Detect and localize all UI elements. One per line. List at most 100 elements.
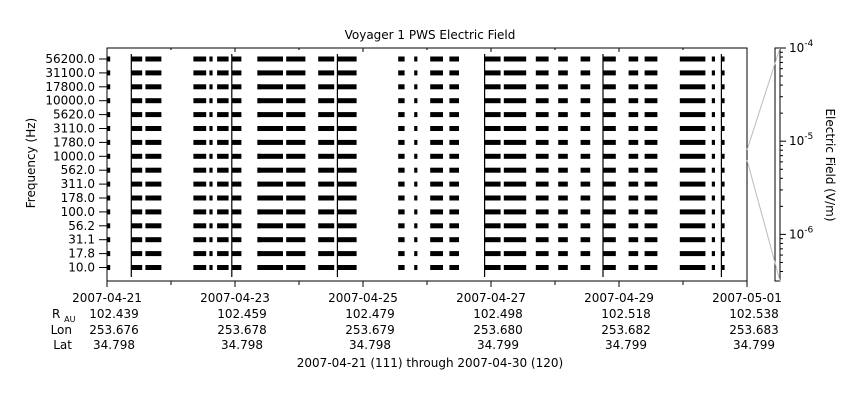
data-segment [721,237,725,243]
data-segment [145,153,162,159]
x-axis: 2007-04-21 2007-04-23 2007-04-25 2007-04-27… [72,48,782,305]
data-segment [145,251,162,257]
data-segment [503,209,527,215]
data-segment [231,209,242,215]
data-segment [430,237,443,243]
data-segment [414,70,418,76]
data-segment [257,265,283,270]
data-segment [337,139,357,145]
data-segment [484,237,501,243]
freq-label: 1000.0 [53,149,95,163]
data-segment [503,223,527,229]
data-segment [414,153,418,159]
x-tick-label: 2007-04-27 [456,291,526,305]
data-segment [286,70,306,76]
data-segment [209,209,213,215]
data-segment [679,237,706,243]
data-segment [580,112,591,118]
data-segment [231,181,242,187]
data-segment [449,195,459,201]
data-segment [430,98,443,104]
data-segment [131,56,143,62]
freq-label: 1780.0 [53,135,95,149]
data-segment [318,112,335,118]
data-segment [644,265,658,270]
data-segment [398,139,405,145]
data-segment [398,98,405,104]
data-segment [337,195,357,201]
data-segment [145,195,162,201]
data-segment [257,84,283,90]
data-segment [193,237,207,243]
data-segment [711,195,715,201]
data-segment [145,56,162,62]
data-segment [398,167,405,173]
data-segment [484,223,501,229]
ephem-lon-value: 253.679 [345,323,395,337]
data-segment [145,126,162,131]
data-segment [711,181,715,187]
data-segment [217,112,229,118]
data-segment [193,181,207,187]
data-segment [558,223,568,229]
data-segment [580,223,591,229]
data-segment [131,251,143,257]
data-segment [644,84,658,90]
data-segment [257,167,283,173]
data-segment [231,112,242,118]
data-segment [131,112,143,118]
data-segment [217,84,229,90]
freq-label: 17800.0 [45,80,95,94]
data-segment [603,181,616,187]
data-segment [535,223,549,229]
data-segment [679,139,706,145]
ephem-r-value: 102.479 [345,307,395,321]
data-segment [580,84,591,90]
data-segment [603,251,616,257]
data-segment [257,223,283,229]
data-segment [231,265,242,270]
ephem-lat-value: 34.798 [349,338,391,352]
data-segment [231,167,242,173]
data-segment [603,112,616,118]
data-segment [558,153,568,159]
data-segment [217,70,229,76]
data-segment [337,209,357,215]
data-segment [721,84,725,90]
data-segment [580,209,591,215]
data-segment [145,112,162,118]
data-segment [209,195,213,201]
data-segment [286,251,306,257]
data-segment [721,223,725,229]
data-segment [644,223,658,229]
data-segment [603,84,616,90]
colorbar-tick-label: 10-5 [789,132,813,148]
data-segment [580,153,591,159]
data-segment [503,56,527,62]
data-segment [449,209,459,215]
data-segment [711,223,715,229]
data-segment [644,139,658,145]
data-segment [430,167,443,173]
data-segment [398,223,405,229]
data-segment [231,139,242,145]
data-segment [535,98,549,104]
data-segment [286,112,306,118]
data-segment [145,84,162,90]
data-segment [107,139,111,145]
data-segment [257,181,283,187]
data-segment [337,112,357,118]
data-segment [398,251,405,257]
freq-label: 56.2 [68,219,95,233]
data-segment [628,195,639,201]
data-segment [721,209,725,215]
data-segment [231,56,242,62]
data-segment [535,209,549,215]
data-segment [430,70,443,76]
data-segment [107,70,111,76]
data-segment [337,98,357,104]
data-segment [711,126,715,131]
data-segment [231,153,242,159]
data-segment [209,153,213,159]
data-segment [217,209,229,215]
